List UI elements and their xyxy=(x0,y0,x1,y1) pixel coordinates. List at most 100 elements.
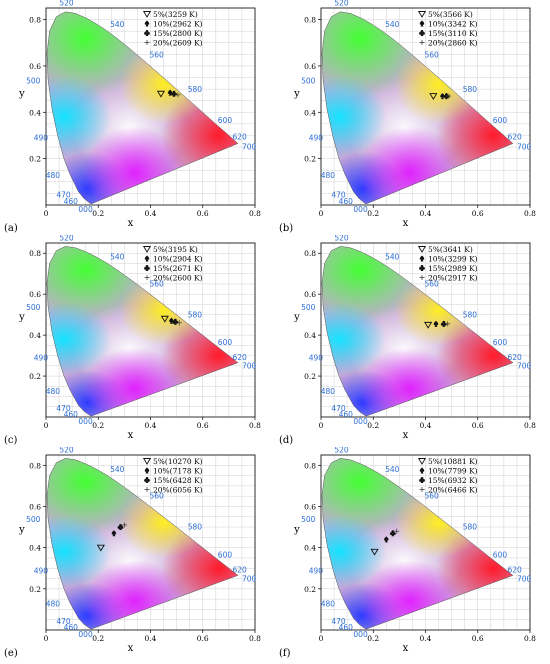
wavelength-label: 000 xyxy=(353,630,368,639)
data-point-plus xyxy=(445,321,451,327)
x-axis-label: x xyxy=(128,430,134,441)
x-tick-label: 0.6 xyxy=(472,421,484,430)
x-tick-label: 0.4 xyxy=(420,421,432,430)
y-tick-label: 0.4 xyxy=(29,331,41,340)
y-tick-label: 0.2 xyxy=(29,372,41,381)
wavelength-label: 700 xyxy=(517,143,532,152)
legend-entry: 20%(2609 K) xyxy=(153,38,203,47)
wavelength-label: 540 xyxy=(110,465,125,474)
wavelength-label: 520 xyxy=(59,447,74,454)
legend-entry: 5%(3195 K) xyxy=(153,245,198,254)
data-point-club xyxy=(117,524,124,531)
spectral-locus xyxy=(321,246,514,417)
wavelength-label: 620 xyxy=(233,566,248,575)
legend-entry: 10%(7178 K) xyxy=(153,466,203,475)
wavelength-label: 560 xyxy=(149,50,164,59)
wavelength-label: 520 xyxy=(334,0,349,8)
wavelength-label: 470 xyxy=(56,617,71,626)
wavelength-label: 000 xyxy=(78,630,93,639)
wavelength-label: 490 xyxy=(309,134,324,143)
x-tick-label: 0.2 xyxy=(367,209,379,218)
wavelength-label: 480 xyxy=(46,387,61,396)
wavelength-label: 560 xyxy=(424,279,439,288)
x-tick-label: 0.6 xyxy=(197,209,209,218)
y-tick-label: 0.6 xyxy=(29,290,41,299)
y-tick-label: 0.8 xyxy=(29,249,41,258)
data-point-plus xyxy=(121,522,127,528)
wavelength-label: 500 xyxy=(301,303,316,312)
wavelength-label: 500 xyxy=(26,76,41,85)
wavelength-label: 000 xyxy=(78,417,93,426)
wavelength-label: 000 xyxy=(353,205,368,214)
y-tick-label: 0.6 xyxy=(304,502,316,511)
panel-label: (b) xyxy=(279,223,293,234)
legend-marker-plus xyxy=(419,40,425,45)
wavelength-label: 600 xyxy=(493,550,508,559)
legend-entry: 20%(2600 K) xyxy=(153,273,203,282)
legend-entry: 15%(2800 K) xyxy=(153,29,203,38)
panel-label: (a) xyxy=(4,223,18,234)
wavelength-label: 540 xyxy=(385,465,400,474)
panel-label: (c) xyxy=(4,435,18,446)
wavelength-label: 490 xyxy=(34,134,49,143)
gamut-fill xyxy=(322,246,513,416)
legend-entry: 20%(6466 K) xyxy=(428,485,478,494)
x-tick-label: 0.8 xyxy=(524,209,536,218)
wavelength-label: 480 xyxy=(321,387,336,396)
x-axis-label: x xyxy=(128,643,134,654)
legend-marker-triangle-down xyxy=(417,458,427,465)
x-tick-label: 0.4 xyxy=(145,209,157,218)
x-tick-label: 0.2 xyxy=(92,209,104,218)
legend-marker-spade xyxy=(419,255,425,262)
y-axis-label: y xyxy=(18,312,25,323)
wavelength-label: 580 xyxy=(463,310,478,319)
data-point-plus xyxy=(446,93,452,99)
wavelength-label: 620 xyxy=(233,353,248,362)
y-tick-label: 0.6 xyxy=(29,62,41,71)
wavelength-label: 580 xyxy=(463,85,478,94)
data-point-plus xyxy=(175,92,181,98)
wavelength-label: 490 xyxy=(34,354,49,363)
wavelength-label: 620 xyxy=(508,133,523,142)
legend-entry: 15%(6932 K) xyxy=(428,476,478,485)
data-point-club xyxy=(440,320,447,327)
wavelength-label: 480 xyxy=(321,600,336,609)
x-tick-label: 0.4 xyxy=(145,421,157,430)
wavelength-label: 000 xyxy=(353,417,368,426)
x-tick-label: 0.8 xyxy=(524,421,536,430)
legend-entry: 5%(3641 K) xyxy=(428,245,473,254)
x-tick-label: 0 xyxy=(44,209,49,218)
legend-marker-triangle-down xyxy=(142,246,152,253)
legend-entry: 10%(3299 K) xyxy=(428,254,478,263)
y-tick-label: 0.4 xyxy=(304,331,316,340)
panel-f: 0 0.2 0.4 0.6 0.8 0.2 0.4 0.6 0.8 x y (f) 000 460 470 4… xyxy=(275,445,550,660)
wavelength-label: 460 xyxy=(64,623,79,632)
data-point-spade xyxy=(440,93,445,100)
spectral-locus xyxy=(46,458,239,630)
spectral-locus xyxy=(321,458,514,630)
y-tick-label: 0.2 xyxy=(304,372,316,381)
x-tick-label: 0.8 xyxy=(249,209,261,218)
x-axis-label: x xyxy=(403,430,409,441)
wavelength-label: 480 xyxy=(46,600,61,609)
wavelength-label: 470 xyxy=(331,404,346,413)
data-point-triangle-down xyxy=(156,90,166,98)
wavelength-label: 520 xyxy=(334,235,349,242)
wavelength-label: 620 xyxy=(508,353,523,362)
x-tick-label: 0.8 xyxy=(249,634,261,643)
wavelength-label: 470 xyxy=(331,191,346,200)
y-axis-label: y xyxy=(18,525,25,536)
wavelength-label: 500 xyxy=(26,515,41,524)
x-tick-label: 0.6 xyxy=(472,209,484,218)
data-point-spade xyxy=(384,536,389,543)
legend: 5%(3195 K)10%(2904 K)15%(2671 K)20%(2600… xyxy=(142,245,203,282)
y-axis-label: y xyxy=(18,89,25,100)
wavelength-label: 500 xyxy=(301,76,316,85)
wavelength-label: 560 xyxy=(149,279,164,288)
